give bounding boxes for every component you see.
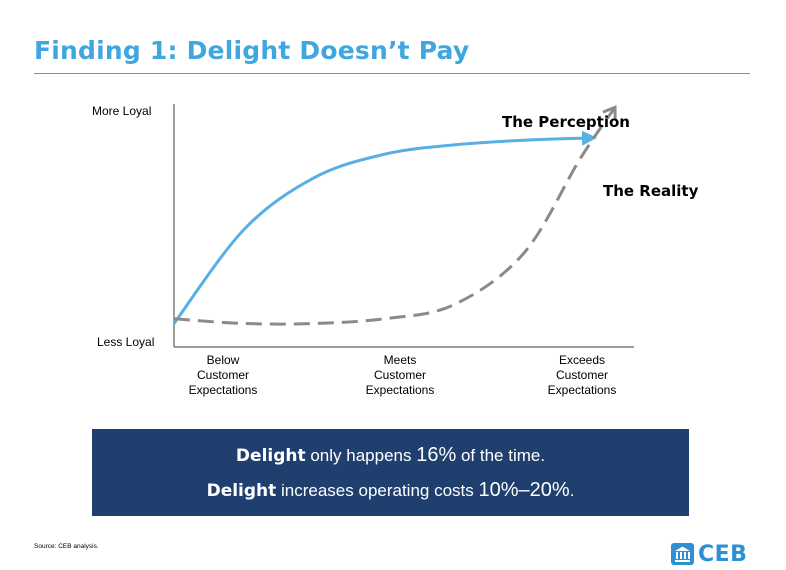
x-tick-exceeds: Exceeds Customer Expectations	[527, 353, 637, 398]
x-tick-line: Expectations	[547, 383, 617, 397]
series-label-perception: The Perception	[502, 113, 630, 131]
x-tick-below: Below Customer Expectations	[168, 353, 278, 398]
logo-text: CEB	[698, 541, 748, 567]
x-tick-line: Meets	[383, 353, 417, 367]
series-line-perception	[173, 106, 617, 326]
ceb-logo: CEB	[671, 539, 747, 569]
key-stats-banner: Delight only happens 16% of the time. De…	[92, 429, 689, 516]
banner-line-2: Delight increases operating costs 10%–20…	[92, 479, 689, 502]
x-tick-line: Expectations	[365, 383, 435, 397]
x-tick-line: Exceeds	[558, 353, 606, 367]
series-line-reality	[172, 130, 597, 325]
building-icon	[671, 543, 694, 565]
stat-value: 16%	[416, 444, 457, 466]
series-label-reality: The Reality	[603, 182, 699, 200]
x-tick-line: Customer	[373, 368, 426, 382]
title-divider	[34, 73, 750, 74]
y-label-top: More Loyal	[92, 104, 152, 118]
perception-arrowhead	[602, 105, 617, 121]
y-label-bottom: Less Loyal	[97, 335, 155, 349]
x-tick-line: Customer	[555, 368, 608, 382]
banner-text: of the time.	[456, 446, 546, 465]
banner-text: .	[569, 481, 575, 500]
x-tick-line: Expectations	[188, 383, 258, 397]
x-tick-meets: Meets Customer Expectations	[345, 353, 455, 398]
banner-text: increases operating costs	[276, 481, 479, 500]
banner-emphasis: Delight	[235, 446, 306, 466]
slide-title: Finding 1: Delight Doesn’t Pay	[34, 36, 470, 65]
banner-emphasis: Delight	[206, 481, 277, 501]
x-tick-line: Customer	[196, 368, 249, 382]
stat-value: 10%–20%	[478, 479, 570, 501]
banner-line-1: Delight only happens 16% of the time.	[92, 444, 689, 467]
banner-text: only happens	[305, 446, 417, 465]
source-note: Source: CEB analysis.	[34, 543, 99, 550]
x-tick-line: Below	[206, 353, 240, 367]
series-layer	[172, 105, 617, 326]
